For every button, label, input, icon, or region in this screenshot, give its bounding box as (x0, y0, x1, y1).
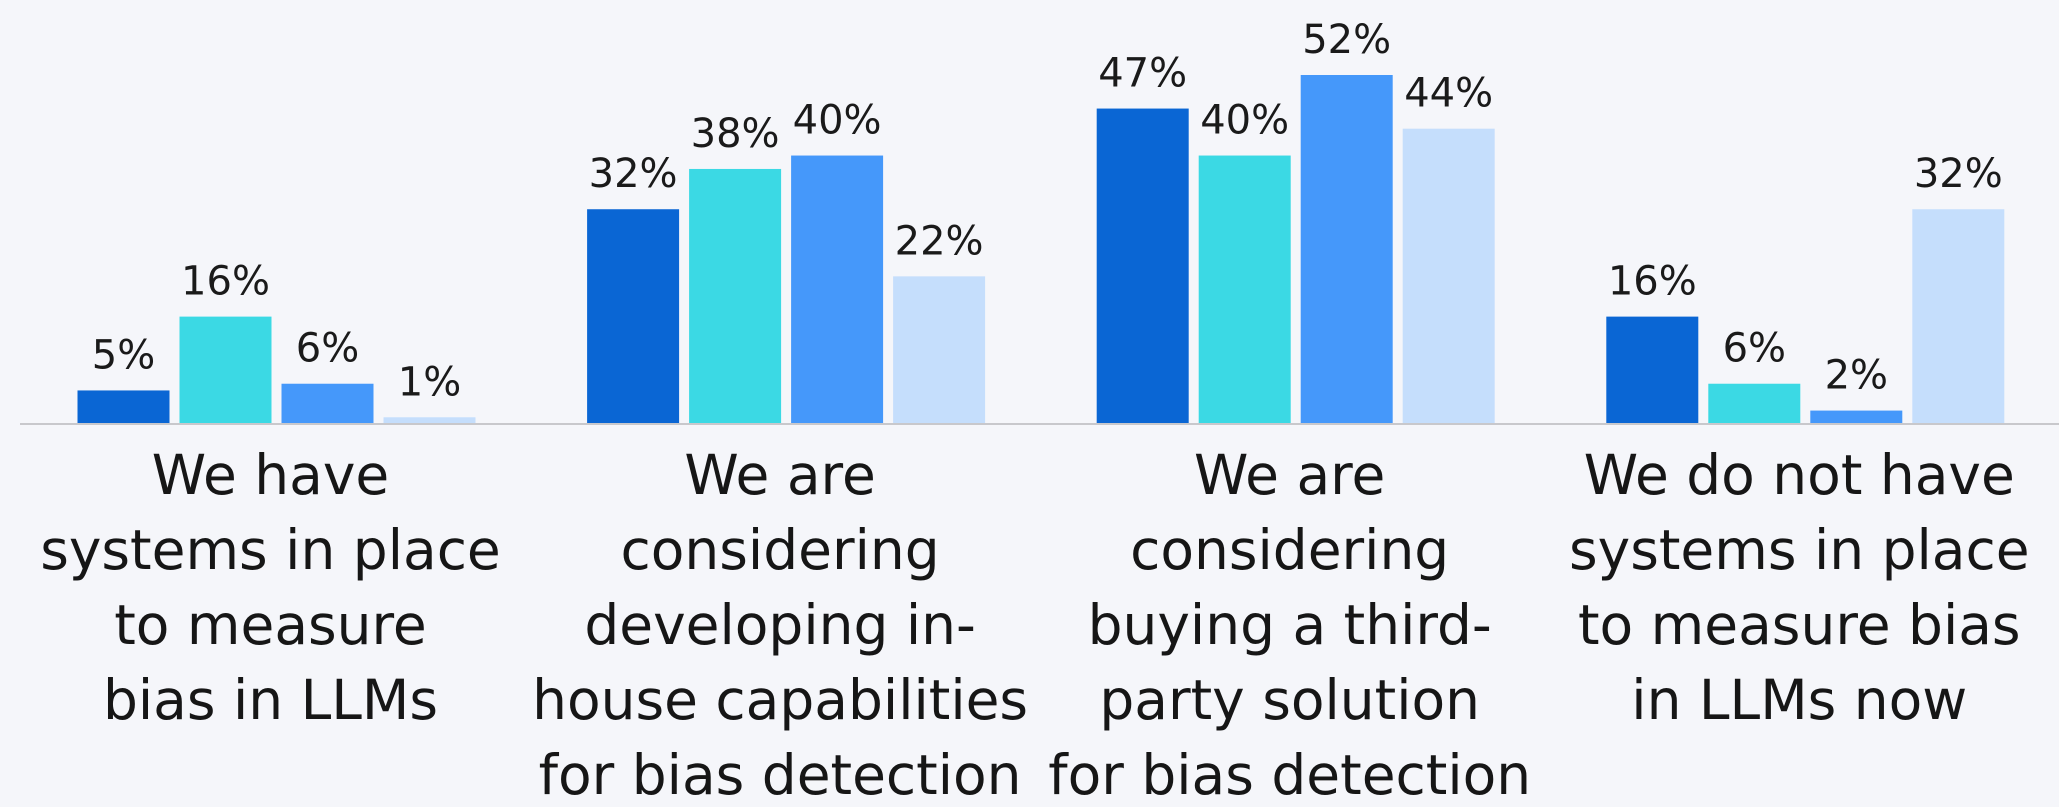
data-label: 6% (296, 326, 359, 372)
data-label: 1% (398, 359, 461, 405)
data-label: 44% (1404, 71, 1493, 117)
data-label: 52% (1302, 17, 1391, 63)
data-label: 40% (793, 98, 882, 144)
data-label: 6% (1723, 326, 1786, 372)
bar (1198, 155, 1291, 425)
bar (281, 383, 374, 424)
data-label: 32% (589, 151, 678, 197)
bar (383, 417, 476, 424)
data-label: 38% (691, 111, 780, 157)
bar (1708, 383, 1801, 424)
data-label: 47% (1098, 51, 1187, 97)
bar (893, 276, 986, 424)
data-label: 16% (1608, 259, 1697, 305)
bar (689, 168, 782, 424)
x-tick-label: We do not have systems in place to measu… (1569, 443, 2030, 732)
bar (1606, 316, 1699, 424)
data-label: 22% (895, 218, 984, 264)
data-label: 16% (181, 259, 270, 305)
bar (1402, 128, 1495, 424)
bar (1810, 410, 1903, 424)
data-label: 32% (1914, 151, 2003, 197)
bar (1912, 209, 2005, 424)
bar (587, 209, 680, 424)
x-tick-label: We have systems in place to measure bias… (40, 443, 501, 732)
x-tick-label: We are considering buying a third- party… (1048, 443, 1532, 807)
bar (179, 316, 272, 424)
bar (791, 155, 884, 425)
data-label: 40% (1200, 98, 1289, 144)
x-tick-label: We are considering developing in- house … (532, 443, 1029, 807)
data-label: 5% (92, 332, 155, 378)
data-label: 2% (1825, 353, 1888, 399)
bar (77, 390, 170, 424)
bar (1096, 108, 1189, 425)
bar (1300, 75, 1393, 424)
